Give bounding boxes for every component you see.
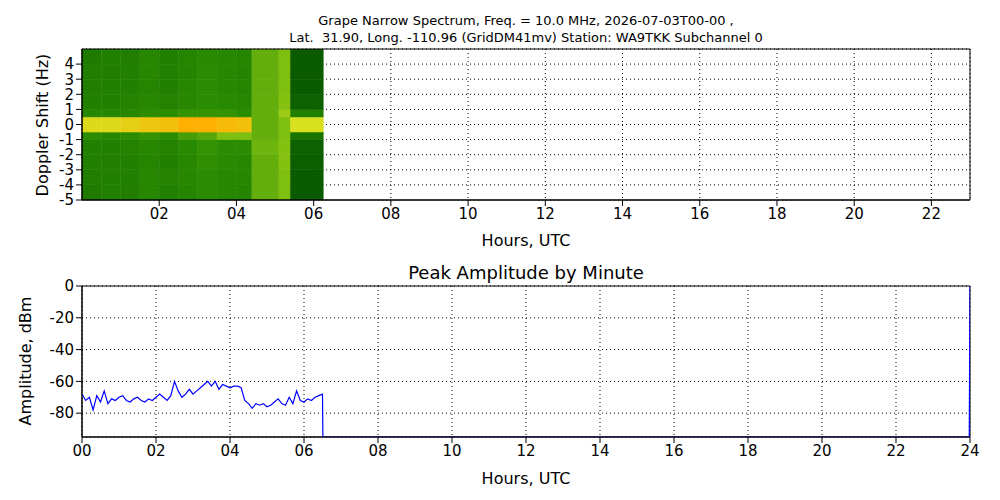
svg-text:3: 3 (64, 70, 74, 89)
svg-text:00: 00 (72, 442, 91, 460)
svg-text:02: 02 (150, 205, 169, 223)
svg-text:4: 4 (64, 55, 74, 73)
svg-text:04: 04 (220, 442, 239, 460)
html-text:Amplitude, dBm: Amplitude, dBm (15, 296, 35, 426)
svg-text:04: 04 (227, 205, 246, 223)
svg-text:-2: -2 (59, 146, 74, 164)
html-text:Lat. 31.90, Long. -110.96 (Gri: Lat. 31.90, Long. -110.96 (GridDM41mv) S… (289, 30, 763, 45)
svg-text:20: 20 (812, 442, 831, 460)
svg-text:14: 14 (590, 442, 609, 460)
svg-text:12: 12 (516, 442, 535, 460)
svg-text:0: 0 (64, 115, 74, 134)
svg-text:24: 24 (960, 442, 979, 460)
html-text:Hours, UTC: Hours, UTC (481, 230, 571, 250)
svg-text:18: 18 (738, 442, 757, 460)
svg-text:16: 16 (690, 205, 709, 223)
svg-text:20: 20 (845, 205, 864, 223)
svg-text:10: 10 (459, 205, 478, 223)
svg-text:08: 08 (381, 205, 400, 223)
svg-text:-20: -20 (50, 309, 75, 327)
svg-text:12: 12 (536, 205, 555, 223)
svg-text:16: 16 (664, 442, 683, 460)
html-text:Hours, UTC: Hours, UTC (481, 468, 571, 488)
svg-text:-5: -5 (59, 191, 74, 210)
svg-text:18: 18 (767, 205, 786, 223)
svg-text:-4: -4 (59, 176, 74, 195)
svg-text:0: 0 (64, 277, 74, 295)
html-text:Grape Narrow Spectrum, Freq. =: Grape Narrow Spectrum, Freq. = 10.0 MHz,… (318, 13, 734, 28)
svg-text:1: 1 (64, 100, 74, 119)
svg-text:2: 2 (64, 85, 74, 104)
svg-text:02: 02 (146, 442, 165, 460)
svg-text:-1: -1 (59, 130, 74, 149)
svg-text:22: 22 (886, 442, 905, 460)
svg-text:06: 06 (304, 205, 323, 223)
svg-text:-3: -3 (59, 161, 74, 180)
svg-text:22: 22 (922, 205, 941, 223)
html-text:Doppler Shift (Hz): Doppler Shift (Hz) (32, 53, 52, 197)
svg-text:10: 10 (442, 442, 461, 460)
svg-text:14: 14 (613, 205, 632, 223)
svg-text:06: 06 (294, 442, 313, 460)
svg-text:-60: -60 (50, 373, 75, 391)
svg-text:-80: -80 (50, 404, 75, 422)
svg-text:-40: -40 (50, 341, 75, 359)
html-text:Peak Amplitude by Minute: Peak Amplitude by Minute (408, 261, 644, 283)
svg-text:08: 08 (368, 442, 387, 460)
